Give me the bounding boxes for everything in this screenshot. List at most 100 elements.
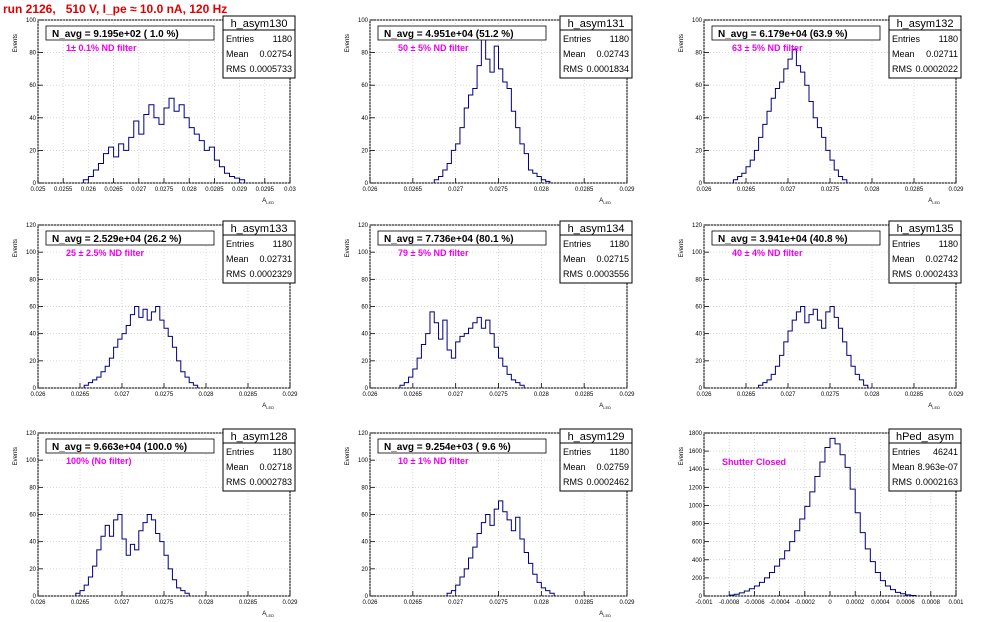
stats-box-frame — [222, 15, 296, 79]
x-tick-label: 0.0006 — [896, 600, 915, 606]
y-tick-label: 60 — [695, 83, 702, 89]
y-tick-label: 100 — [26, 250, 37, 256]
y-tick-label: 0 — [699, 386, 703, 392]
navg-box: N_avg = 7.736e+04 (80.1 %) — [377, 230, 547, 246]
stats-mean-value: 0.02742 — [925, 254, 958, 264]
x-tick-label: 0.0285 — [575, 600, 594, 606]
stats-rms-value: 0.0005733 — [249, 64, 292, 74]
x-tick-label: 0.0265 — [71, 600, 90, 606]
x-tick-label: 0.026 — [696, 392, 712, 398]
navg-frame — [711, 230, 881, 246]
y-tick-label: 0 — [33, 386, 37, 392]
stats-box: h_asym131 Entries 1180 Mean 0.02743 RMS 0.0001… — [559, 15, 633, 79]
navg-box: N_avg = 6.179e+04 (63.9 %) — [711, 25, 881, 41]
filter-label: 1± 0.1% ND filter — [66, 43, 137, 53]
x-tick-label: 0.027 — [448, 392, 464, 398]
y-axis-title: Events — [345, 239, 351, 257]
y-tick-label: 120 — [358, 223, 369, 229]
histogram-name: hPed_asym — [896, 431, 954, 443]
y-tick-label: 80 — [29, 485, 36, 491]
y-tick-label: 20 — [361, 148, 368, 154]
y-tick-label: 600 — [692, 540, 703, 546]
stats-box-frame — [222, 220, 296, 284]
y-axis-title: Events — [345, 447, 351, 465]
stats-entries-label: Entries — [892, 34, 921, 44]
navg-box: N_avg = 9.195e+02 ( 1.0 %) — [45, 25, 215, 41]
histogram-name: h_asym135 — [897, 223, 954, 235]
x-axis-title: ALED — [599, 403, 611, 410]
x-tick-label: 0 — [828, 600, 832, 606]
stats-mean-label: Mean — [892, 49, 915, 59]
stats-box-frame — [888, 220, 962, 284]
x-tick-label: 0.0275 — [155, 392, 174, 398]
y-tick-label: 60 — [29, 513, 36, 519]
x-axis-title: ALED — [599, 198, 611, 205]
navg-box: N_avg = 4.951e+04 (51.2 %) — [377, 25, 547, 41]
stats-mean-value: 0.02754 — [259, 49, 292, 59]
x-tick-label: 0.0008 — [922, 600, 941, 606]
histogram-line — [399, 311, 525, 388]
panel-hPed_asym: -0.001 -0.0008 -0.0006 -0.0004 -0.0002 0 0.000… — [679, 428, 964, 606]
navg-label: N_avg = 4.951e+04 (51.2 %) — [384, 29, 514, 40]
x-tick-label: 0.0285 — [239, 392, 258, 398]
y-tick-label: 80 — [29, 51, 36, 57]
x-tick-label: 0.0275 — [489, 392, 508, 398]
x-tick-label: 0.0275 — [821, 187, 840, 193]
stats-mean-value: 0.02743 — [596, 49, 629, 59]
y-axis-title: Events — [679, 447, 685, 465]
stats-entries-label: Entries — [226, 34, 255, 44]
y-tick-label: 1000 — [689, 503, 703, 509]
navg-frame — [377, 438, 547, 454]
y-tick-label: 20 — [29, 148, 36, 154]
y-tick-label: 60 — [361, 83, 368, 89]
navg-label: N_avg = 6.179e+04 (63.9 %) — [718, 29, 848, 40]
filter-label: 25 ± 2.5% ND filter — [66, 248, 144, 258]
y-tick-label: 100 — [692, 18, 703, 24]
y-tick-label: 120 — [26, 431, 37, 437]
y-tick-label: 40 — [361, 116, 368, 122]
x-tick-label: 0.029 — [282, 392, 298, 398]
histogram-name: h_asym131 — [568, 18, 625, 30]
y-tick-label: 0 — [699, 594, 703, 600]
y-axis-title: Events — [679, 34, 685, 52]
stats-entries-value: 1180 — [939, 34, 958, 44]
stats-rms-value: 0.0001834 — [586, 64, 629, 74]
y-tick-label: 80 — [29, 277, 36, 283]
panel-h_asym129: 0.026 0.0265 0.027 0.0275 0.028 0.0285 0.029 0 2… — [345, 428, 635, 618]
x-tick-label: -0.0006 — [744, 600, 765, 606]
y-tick-label: 40 — [361, 332, 368, 338]
x-axis-title: ALED — [262, 611, 274, 618]
x-tick-label: 0.029 — [282, 600, 298, 606]
x-tick-label: 0.0295 — [256, 187, 275, 193]
x-tick-label: 0.0002 — [846, 600, 865, 606]
histogram-line — [446, 500, 555, 596]
histogram-name: h_asym132 — [897, 18, 954, 30]
y-tick-label: 20 — [29, 359, 36, 365]
stats-rms-value: 0.0002163 — [915, 477, 958, 487]
stats-mean-label: Mean — [892, 254, 915, 264]
x-tick-label: 0.029 — [619, 600, 635, 606]
x-tick-label: 0.0265 — [404, 392, 423, 398]
stats-box-frame — [559, 220, 633, 284]
x-tick-label: 0.0285 — [905, 187, 924, 193]
y-tick-label: 100 — [358, 250, 369, 256]
x-tick-label: 0.026 — [81, 187, 97, 193]
stats-rms-label: RMS — [226, 269, 246, 279]
filter-label: 79 ± 5% ND filter — [398, 248, 469, 258]
x-tick-label: 0.001 — [948, 600, 964, 606]
y-tick-label: 100 — [26, 18, 37, 24]
x-tick-label: 0.028 — [182, 187, 198, 193]
navg-label: N_avg = 7.736e+04 (80.1 %) — [384, 234, 514, 245]
y-tick-label: 20 — [695, 148, 702, 154]
y-axis-title: Events — [345, 34, 351, 52]
stats-rms-value: 0.0002433 — [915, 269, 958, 279]
x-tick-label: 0.026 — [362, 600, 378, 606]
y-tick-label: 0 — [365, 594, 369, 600]
x-tick-label: 0.0275 — [155, 600, 174, 606]
x-axis-title: ALED — [928, 198, 940, 205]
stats-rms-value: 0.0002783 — [249, 477, 292, 487]
stats-box: h_asym133 Entries 1180 Mean 0.02731 RMS 0.0002… — [222, 220, 296, 284]
filter-label: 63 ± 5% ND filter — [732, 43, 803, 53]
navg-label: N_avg = 2.529e+04 (26.2 %) — [52, 234, 182, 245]
stats-entries-label: Entries — [892, 447, 921, 457]
